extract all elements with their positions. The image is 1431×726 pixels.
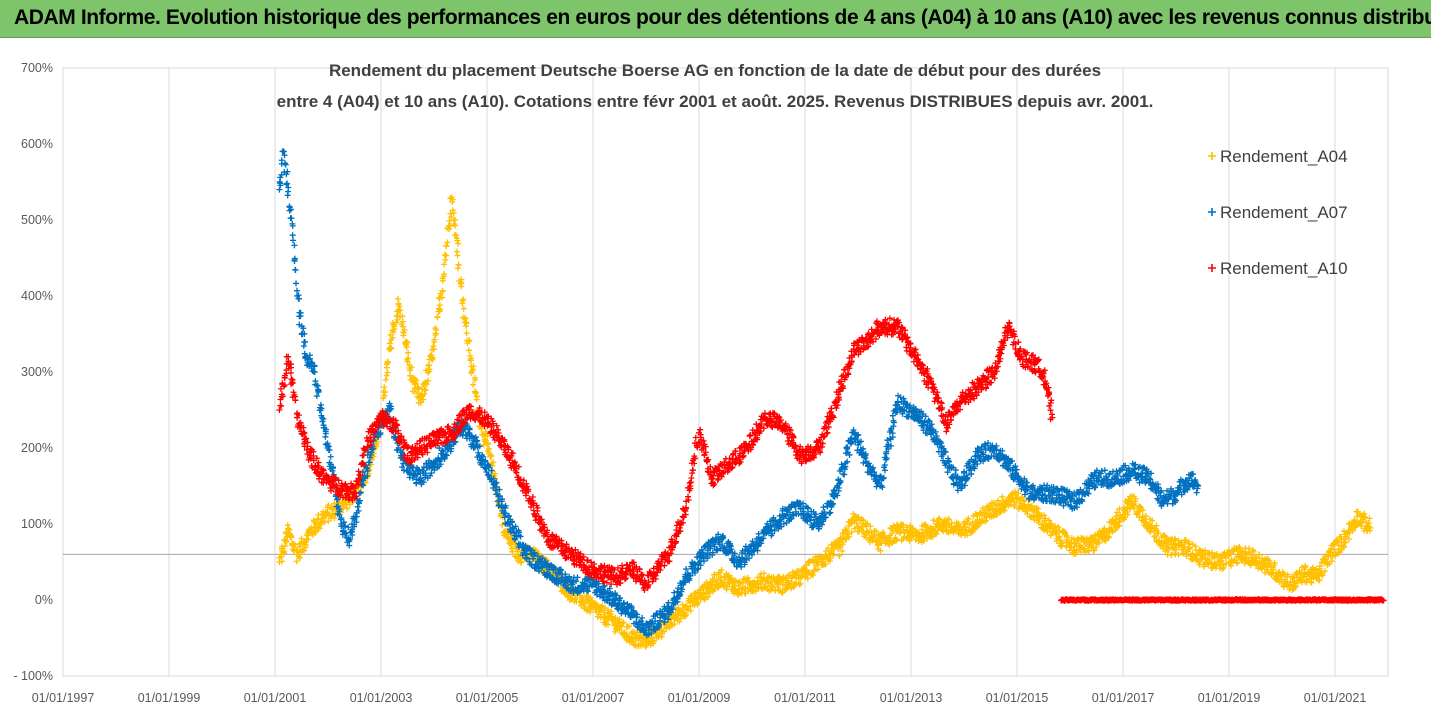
data-marker (282, 160, 288, 166)
y-tick-label: 0% (35, 593, 53, 607)
data-marker (434, 314, 440, 320)
data-marker (930, 517, 936, 523)
data-marker (441, 261, 447, 267)
data-marker (442, 252, 448, 258)
series-markers (276, 148, 1386, 650)
data-marker (473, 390, 479, 396)
data-marker (405, 350, 411, 356)
data-marker (455, 265, 461, 271)
data-marker (443, 243, 449, 249)
data-marker (284, 181, 290, 187)
data-marker (361, 452, 367, 458)
data-marker (290, 237, 296, 243)
data-marker (443, 253, 449, 259)
data-marker (796, 581, 802, 587)
data-marker (890, 413, 896, 419)
data-marker (639, 615, 645, 621)
data-marker (852, 525, 858, 531)
data-marker (841, 472, 847, 478)
data-marker (430, 343, 436, 349)
data-marker (291, 242, 297, 248)
data-marker (1102, 467, 1108, 473)
data-marker (328, 454, 334, 460)
x-tick-label: 01/01/2009 (668, 691, 731, 705)
data-marker (385, 369, 391, 375)
data-marker (285, 189, 291, 195)
y-tick-label: 400% (21, 289, 53, 303)
x-tick-label: 01/01/1997 (32, 691, 95, 705)
data-marker (451, 217, 457, 223)
data-marker (461, 306, 467, 312)
x-tick-label: 01/01/1999 (138, 691, 201, 705)
data-marker (1194, 490, 1200, 496)
data-marker (456, 262, 462, 268)
y-axis: 700% 600% 500% 400% 300% 200% 100% 0% - 100% (13, 61, 53, 683)
y-tick-label: 100% (21, 517, 53, 531)
x-tick-label: 01/01/2005 (456, 691, 519, 705)
data-marker (298, 310, 304, 316)
data-marker (383, 377, 389, 383)
data-marker (395, 296, 401, 302)
data-marker (826, 510, 832, 516)
data-marker (836, 553, 842, 559)
data-point (276, 187, 282, 193)
data-marker (384, 373, 390, 379)
y-tick-label: - 100% (13, 669, 53, 683)
data-point (290, 232, 296, 238)
data-marker (455, 253, 461, 259)
x-tick-label: 01/01/2007 (562, 691, 625, 705)
chart-area: 700% 600% 500% 400% 300% 200% 100% 0% - 100% 01/… (0, 38, 1431, 721)
data-marker (489, 468, 495, 474)
y-tick-label: 300% (21, 365, 53, 379)
data-marker (355, 504, 361, 510)
x-tick-label: 01/01/2001 (244, 691, 307, 705)
data-marker (882, 467, 888, 473)
data-marker (288, 376, 294, 382)
data-marker (820, 504, 826, 510)
data-marker (464, 330, 470, 336)
banner-title: ADAM Informe. Evolution historique des p… (14, 6, 1431, 30)
data-marker (302, 339, 308, 345)
x-tick-label: 01/01/2013 (880, 691, 943, 705)
data-marker (293, 280, 299, 286)
data-marker (277, 402, 283, 408)
series-rendement-a04 (276, 194, 1373, 650)
y-tick-label: 600% (21, 137, 53, 151)
data-marker (381, 384, 387, 390)
data-marker (287, 208, 293, 214)
x-tick-label: 01/01/2021 (1304, 691, 1367, 705)
data-marker (827, 510, 833, 516)
data-marker (423, 387, 429, 393)
data-marker (714, 547, 720, 553)
x-tick-label: 01/01/2015 (986, 691, 1049, 705)
x-tick-label: 01/01/2019 (1198, 691, 1261, 705)
title-banner: ADAM Informe. Evolution historique des p… (0, 0, 1431, 38)
y-tick-label: 700% (21, 61, 53, 75)
data-marker (574, 574, 580, 580)
scatter-chart: 700% 600% 500% 400% 300% 200% 100% 0% - 100% 01/… (0, 38, 1431, 721)
data-marker (444, 239, 450, 245)
data-marker (288, 215, 294, 221)
data-marker (315, 512, 321, 518)
data-marker (518, 559, 524, 565)
data-marker (293, 267, 299, 273)
x-tick-label: 01/01/2017 (1092, 691, 1155, 705)
data-marker (455, 241, 461, 247)
data-marker (466, 347, 472, 353)
data-marker (999, 494, 1005, 500)
y-tick-label: 500% (21, 213, 53, 227)
x-tick-label: 01/01/2011 (774, 691, 836, 705)
x-tick-label: 01/01/2003 (350, 691, 413, 705)
data-marker (283, 162, 289, 168)
data-marker (325, 518, 331, 524)
y-tick-label: 200% (21, 441, 53, 455)
data-marker (761, 570, 767, 576)
x-axis: 01/01/1997 01/01/1999 01/01/2001 01/01/2003… (32, 691, 1367, 705)
data-marker (344, 505, 350, 511)
